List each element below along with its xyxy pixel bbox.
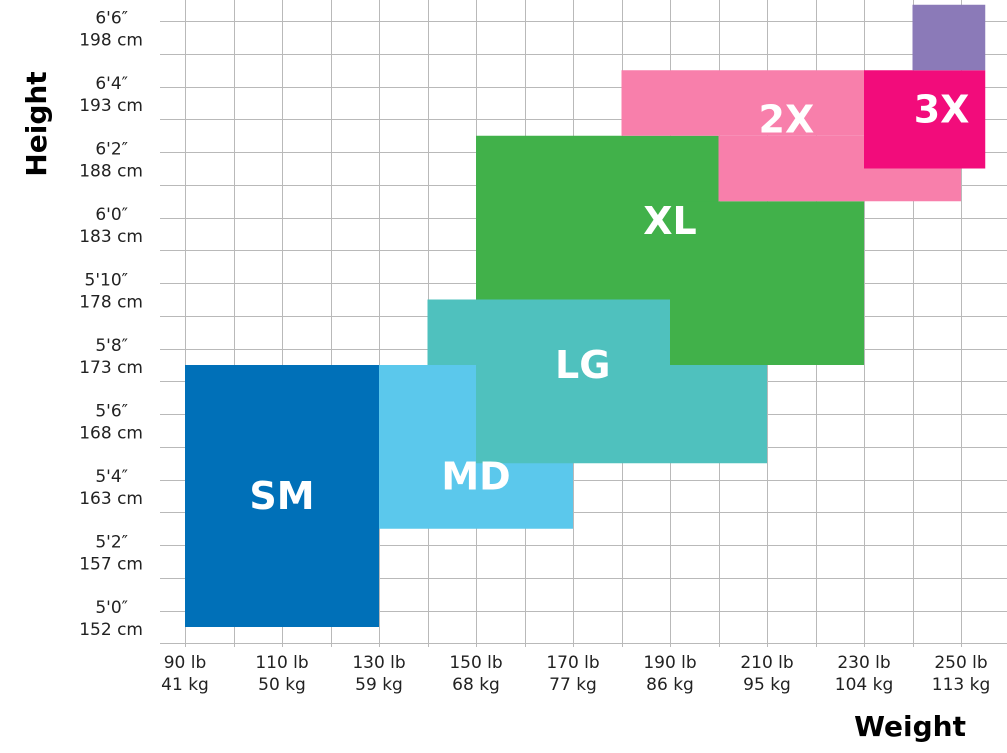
y-tick: 5'6″168 cm [79, 402, 143, 444]
zone-3x [864, 70, 986, 169]
y-tick: 6'0″183 cm [79, 205, 143, 247]
x-tick-lb: 150 lb [449, 653, 502, 673]
y-tick: 5'0″152 cm [79, 598, 143, 640]
y-tick-ft: 5'8″ [95, 336, 128, 356]
x-tick-kg: 104 kg [835, 675, 894, 695]
x-tick-kg: 41 kg [161, 675, 209, 695]
zone-lg [427, 299, 767, 464]
y-tick-cm: 198 cm [79, 31, 143, 51]
y-tick-ft: 6'0″ [95, 205, 128, 225]
zone-labels: SM MD LG XL 2X 3X [249, 88, 969, 518]
y-tick-cm: 183 cm [79, 227, 143, 247]
y-tick: 6'6″198 cm [79, 9, 143, 51]
zone-2x-area [621, 70, 864, 136]
y-tick: 5'2″157 cm [79, 533, 143, 575]
zone-sm [185, 365, 379, 627]
zone-lg-area [427, 299, 670, 365]
zone-md-label: MD [441, 454, 510, 498]
y-tick-ft: 5'0″ [95, 598, 128, 618]
y-tick-cm: 173 cm [79, 358, 143, 378]
x-tick-lb: 250 lb [934, 653, 987, 673]
zone-xl-label: XL [643, 199, 697, 243]
y-tick-ft: 5'4″ [95, 467, 128, 487]
y-tick-ft: 6'2″ [95, 140, 128, 160]
y-axis-title: Height [20, 71, 53, 176]
zone-sm-area [185, 365, 379, 627]
y-tick-cm: 168 cm [79, 424, 143, 444]
y-tick: 5'8″173 cm [79, 336, 143, 378]
x-tick-lb: 110 lb [255, 653, 308, 673]
y-tick-cm: 152 cm [79, 620, 143, 640]
x-tick-lb: 170 lb [546, 653, 599, 673]
y-tick-ft: 5'2″ [95, 533, 128, 553]
zone-md-area [379, 365, 476, 529]
zone-4x-area [912, 4, 986, 71]
y-tick-ft: 5'6″ [95, 402, 128, 422]
y-tick: 6'4″193 cm [79, 74, 143, 116]
x-tick-kg: 77 kg [549, 675, 597, 695]
y-tick-cm: 163 cm [79, 489, 143, 509]
y-tick-cm: 193 cm [79, 96, 143, 116]
y-tick: 6'2″188 cm [79, 140, 143, 182]
zone-sm-label: SM [249, 474, 314, 518]
zone-3x-area [864, 70, 986, 169]
x-tick-kg: 68 kg [452, 675, 500, 695]
y-tick-ft: 6'4″ [95, 74, 128, 94]
y-tick: 5'10″178 cm [79, 271, 143, 313]
x-tick-kg: 95 kg [743, 675, 791, 695]
x-tick-lb: 190 lb [643, 653, 696, 673]
y-tick-cm: 157 cm [79, 555, 143, 575]
x-tick-kg: 59 kg [355, 675, 403, 695]
size-zones [185, 4, 986, 627]
y-tick-ft: 6'6″ [95, 9, 128, 29]
y-tick-cm: 178 cm [79, 293, 143, 313]
x-tick-lb: 230 lb [837, 653, 890, 673]
y-axis-ticks: 5'0″152 cm 5'2″157 cm 5'4″163 cm 5'6″168 cm… [79, 9, 143, 641]
zone-2x-label: 2X [759, 97, 815, 141]
x-tick-lb: 90 lb [164, 653, 207, 673]
zone-lg-label: LG [555, 343, 610, 387]
y-tick-cm: 188 cm [79, 162, 143, 182]
y-tick: 5'4″163 cm [79, 467, 143, 509]
x-tick-kg: 50 kg [258, 675, 306, 695]
x-axis-title: Weight [854, 710, 966, 743]
y-tick-ft: 5'10″ [85, 271, 128, 291]
zone-3x-label: 3X [914, 88, 970, 132]
zone-4x [912, 4, 986, 71]
x-tick-lb: 210 lb [740, 653, 793, 673]
zone-lg-area [476, 365, 767, 464]
zone-xl-area [670, 201, 864, 365]
x-tick-kg: 86 kg [646, 675, 694, 695]
zone-xl [476, 135, 864, 365]
x-tick-lb: 130 lb [352, 653, 405, 673]
x-tick-kg: 113 kg [932, 675, 991, 695]
